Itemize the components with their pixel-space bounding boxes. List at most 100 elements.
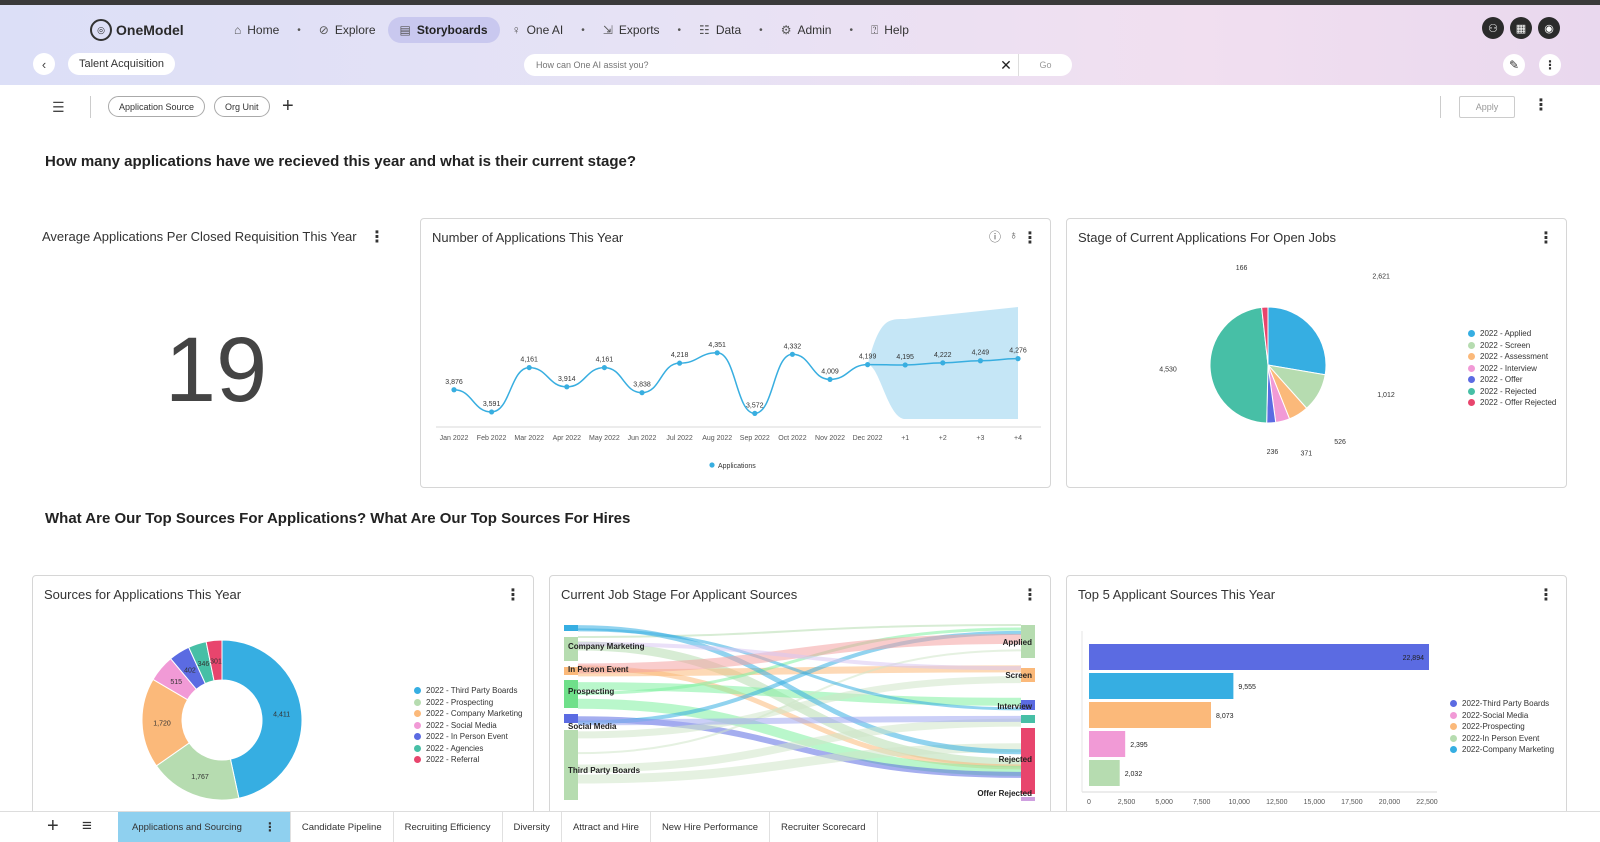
line-chart: 3,876 Jan 2022 3,591 Feb 2022 4,161 Mar 2022 3…: [436, 307, 1041, 470]
header-actions: ⚇ ▦ ◉: [1482, 17, 1560, 39]
nav-admin[interactable]: ⚙ Admin: [769, 17, 844, 43]
edit-button[interactable]: ✎: [1503, 54, 1525, 76]
kebab-icon[interactable]: ⋮: [369, 229, 385, 246]
data-label: 4,351: [708, 342, 726, 349]
legend-label: 2022 - Social Media: [426, 720, 497, 730]
legend-item[interactable]: 2022 - Interview: [1468, 363, 1556, 375]
tab-new-hire-performance[interactable]: New Hire Performance: [651, 812, 771, 842]
kpi-value: 19: [164, 319, 268, 421]
tab-applications-and-sourcing[interactable]: Applications and Sourcing ⋮: [118, 812, 291, 842]
kebab-icon[interactable]: ⋮: [1022, 230, 1038, 247]
legend-item[interactable]: 2022 - Screen: [1468, 340, 1556, 352]
legend-item[interactable]: 2022-Social Media: [1450, 710, 1554, 722]
x-tick-label: Feb 2022: [477, 435, 507, 442]
user-account-icon[interactable]: ◉: [1538, 17, 1560, 39]
x-tick-label: May 2022: [589, 435, 620, 442]
nav-separator: •: [677, 24, 682, 36]
nav-exports[interactable]: ⇲ Exports: [591, 17, 672, 43]
sankey-link: [577, 698, 1022, 776]
kebab-icon[interactable]: ⋮: [1022, 587, 1038, 604]
slice-label: 515: [170, 679, 182, 686]
nav-explore[interactable]: ⊘ Explore: [307, 17, 388, 43]
slice-label: 1,767: [191, 774, 209, 781]
sankey-source-label: Company Marketing: [568, 642, 645, 651]
apply-button[interactable]: Apply: [1459, 96, 1515, 118]
tab-recruiting-efficiency[interactable]: Recruiting Efficiency: [394, 812, 503, 842]
kebab-icon[interactable]: ⋮: [505, 587, 521, 604]
pie-slice: [1261, 306, 1269, 366]
legend-item[interactable]: 2022 - Offer: [1468, 374, 1556, 386]
card-title: Average Applications Per Closed Requisit…: [42, 229, 357, 244]
logo-text: OneModel: [116, 22, 184, 38]
pie-slice: [221, 639, 303, 799]
sankey-link: [577, 718, 1022, 773]
data-label: 4,199: [859, 354, 877, 361]
legend-item[interactable]: 2022 - Rejected: [1468, 386, 1556, 398]
legend-item[interactable]: 2022 - Assessment: [1468, 351, 1556, 363]
tab-diversity[interactable]: Diversity: [503, 812, 562, 842]
legend-item[interactable]: 2022 - Company Marketing: [414, 708, 523, 720]
bulb-icon: ♀: [511, 23, 521, 37]
go-button[interactable]: Go: [1018, 54, 1072, 76]
info-icon[interactable]: ⓘ: [988, 230, 1001, 244]
legend-label: 2022 - In Person Event: [426, 732, 508, 742]
legend-item[interactable]: 2022-Prospecting: [1450, 721, 1554, 733]
horizontal-bar-chart: 22,894 9,555 8,073 2,395 2,032 0 2,500 5,000 7,5…: [1081, 631, 1438, 806]
back-button[interactable]: ‹: [33, 53, 55, 75]
sankey-target-node: [1021, 625, 1035, 658]
legend-label: 2022-Social Media: [1462, 710, 1529, 720]
close-icon[interactable]: ✕: [1000, 56, 1012, 73]
filter-kebab-icon[interactable]: ⋮: [1533, 97, 1549, 114]
data-label: 4,009: [821, 368, 839, 375]
tab-attract-and-hire[interactable]: Attract and Hire: [562, 812, 651, 842]
legend-item[interactable]: 2022 - Agencies: [414, 743, 523, 755]
breadcrumb[interactable]: Talent Acquisition: [68, 53, 175, 75]
kebab-icon[interactable]: ⋮: [1538, 587, 1554, 604]
x-tick-label: 22,500: [1416, 799, 1438, 806]
slice-label: 4,530: [1159, 366, 1177, 373]
legend-item[interactable]: 2022 - Third Party Boards: [414, 685, 523, 697]
filter-list-icon[interactable]: ☰: [52, 99, 65, 115]
legend-item[interactable]: 2022 - Referral: [414, 754, 523, 766]
ai-search-input[interactable]: [524, 60, 994, 70]
legend-item[interactable]: 2022-Company Marketing: [1450, 744, 1554, 756]
nav-help[interactable]: ⍰ Help: [859, 17, 921, 44]
nav-home[interactable]: ⌂ Home: [222, 17, 291, 43]
onemodel-logo[interactable]: ◎ OneModel: [90, 13, 184, 47]
add-tab-icon[interactable]: +: [47, 815, 59, 837]
legend-item[interactable]: 2022-In Person Event: [1450, 733, 1554, 745]
nav-storyboards[interactable]: ▤ Storyboards: [387, 17, 500, 43]
data-point: [489, 409, 495, 415]
kebab-icon[interactable]: ⋮: [263, 820, 276, 834]
legend-swatch: [1468, 353, 1475, 361]
legend-item[interactable]: 2022-Third Party Boards: [1450, 698, 1554, 710]
add-filter-icon[interactable]: +: [282, 95, 294, 117]
legend-item[interactable]: 2022 - Prospecting: [414, 697, 523, 709]
tab-recruiter-scorecard[interactable]: Recruiter Scorecard: [770, 812, 878, 842]
nav-separator: •: [849, 24, 853, 36]
kebab-icon[interactable]: ⋮: [1538, 230, 1554, 247]
legend-label: 2022 - Offer: [1480, 375, 1523, 385]
data-label: 3,914: [558, 376, 576, 383]
legend-swatch: [1450, 723, 1457, 731]
legend-item[interactable]: 2022 - Applied: [1468, 328, 1556, 340]
card-icons: ⓘ ♁: [989, 228, 1018, 245]
filter-chip-application-source[interactable]: Application Source: [108, 96, 206, 117]
menu-icon[interactable]: ≡: [82, 816, 92, 835]
nav-one-ai[interactable]: ♀ One AI: [500, 17, 576, 43]
data-label: 3,838: [633, 382, 651, 389]
sankey-chart: Company Marketing In Person Event Prospect…: [564, 624, 1035, 801]
filter-chip-org-unit[interactable]: Org Unit: [214, 96, 270, 117]
nav-data[interactable]: ☷ Data: [687, 17, 753, 43]
calendar-icon[interactable]: ▦: [1510, 17, 1532, 39]
legend-item[interactable]: 2022 - Social Media: [414, 720, 523, 732]
bulb-icon[interactable]: ♁: [1009, 228, 1018, 242]
people-icon[interactable]: ⚇: [1482, 17, 1504, 39]
more-options-button[interactable]: ⋮: [1539, 54, 1561, 76]
tab-candidate-pipeline[interactable]: Candidate Pipeline: [291, 812, 394, 842]
data-label: 3,876: [445, 379, 463, 386]
legend-item[interactable]: 2022 - In Person Event: [414, 731, 523, 743]
legend-item[interactable]: 2022 - Offer Rejected: [1468, 397, 1556, 409]
nav-storyboards-label: Storyboards: [416, 23, 488, 37]
x-tick-label: +3: [976, 435, 984, 442]
